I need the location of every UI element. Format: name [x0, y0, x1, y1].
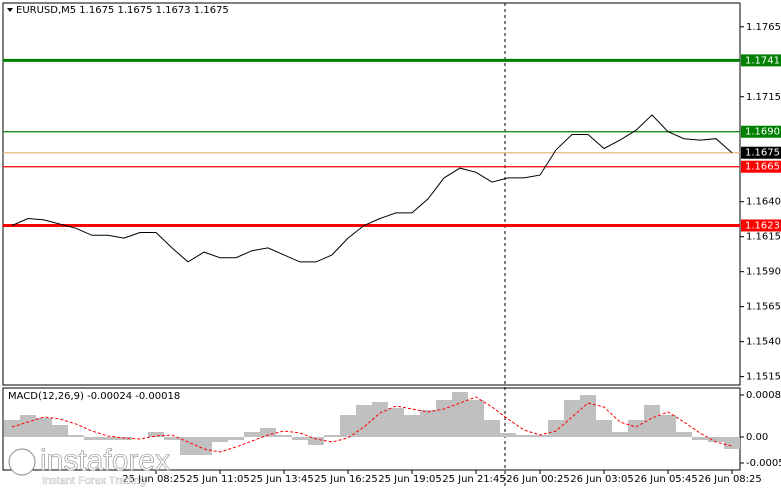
histogram-bar	[724, 437, 740, 449]
level-label-box	[741, 54, 781, 67]
histogram-bar	[500, 433, 516, 437]
histogram-bar	[148, 432, 164, 437]
y-tick-label: 0.00084	[746, 390, 781, 401]
histogram-bar	[452, 392, 468, 437]
histogram-bar	[164, 437, 180, 440]
histogram-bar	[484, 420, 500, 437]
histogram-bar	[388, 408, 404, 437]
histogram-bar	[292, 437, 308, 440]
y-tick-label: 1.1715	[746, 92, 781, 103]
histogram-bar	[196, 437, 212, 455]
histogram-bar	[100, 437, 116, 440]
histogram-bar	[644, 405, 660, 437]
histogram-bar	[612, 432, 628, 437]
histogram-bar	[628, 420, 644, 437]
x-tick-label: 25 Jun 21:45	[442, 474, 506, 485]
histogram-bar	[244, 432, 260, 437]
histogram-bar	[708, 437, 724, 442]
y-tick-label: 1.1765	[746, 22, 781, 33]
histogram-bar	[52, 425, 68, 437]
histogram-bar	[564, 400, 580, 437]
x-tick-label: 25 Jun 08:25	[122, 474, 186, 485]
level-label: 1.1665	[745, 162, 780, 173]
histogram-bar	[84, 437, 100, 440]
histogram-bar	[308, 437, 324, 445]
histogram-bar	[20, 415, 36, 437]
x-tick-label: 25 Jun 16:25	[314, 474, 378, 485]
y-tick-label: -0.00052	[746, 458, 781, 469]
histogram-bar	[228, 437, 244, 440]
level-label-box	[741, 219, 781, 232]
histogram-bar	[36, 418, 52, 437]
histogram-bar	[676, 432, 692, 437]
y-tick-label: 0.00	[746, 432, 768, 443]
histogram-bar	[532, 435, 548, 437]
histogram-bar	[212, 437, 228, 442]
histogram-bar	[420, 410, 436, 437]
price-line	[11, 114, 733, 263]
level-label: 1.1623	[745, 220, 780, 231]
histogram-bar	[68, 435, 84, 437]
level-label-box	[741, 125, 781, 138]
y-tick-label: 1.1540	[746, 337, 781, 348]
x-tick-label: 25 Jun 19:05	[378, 474, 442, 485]
x-tick-label: 26 Jun 03:05	[570, 474, 634, 485]
x-tick-label: 26 Jun 08:25	[698, 474, 762, 485]
level-label: 1.1690	[745, 127, 780, 138]
watermark-tagline: Instant Forex Trading	[42, 475, 146, 487]
histogram-bar	[324, 435, 340, 437]
watermark: instaforex Instant Forex Trading	[8, 444, 170, 487]
main-panel	[2, 2, 741, 386]
histogram-bar	[404, 415, 420, 437]
histogram-bar	[580, 395, 596, 437]
histogram-bar	[436, 400, 452, 437]
title-arrow	[7, 8, 13, 12]
watermark-brand: instaforex	[40, 444, 170, 477]
signal-line	[11, 396, 733, 453]
histogram-bar	[276, 435, 292, 437]
y-tick-label: 1.1640	[746, 197, 781, 208]
histogram-bar	[516, 435, 532, 437]
histogram-bar	[180, 437, 196, 455]
histogram-bar	[372, 402, 388, 437]
logo	[8, 448, 36, 476]
histogram-bar	[548, 420, 564, 437]
macd-title: MACD(12,26,9) -0.00024 -0.00018	[8, 391, 180, 402]
y-tick-label: 1.1590	[746, 267, 781, 278]
level-label-box	[741, 160, 781, 173]
level-label-box	[741, 146, 781, 159]
histogram-bar	[356, 405, 372, 437]
y-tick-label: 1.1615	[746, 232, 781, 243]
histogram-bar	[660, 415, 676, 437]
y-tick-label: 1.1515	[746, 372, 781, 383]
histogram-bar	[468, 400, 484, 437]
histogram-bar	[4, 420, 20, 437]
histogram-bar	[692, 437, 708, 440]
x-tick-label: 25 Jun 11:05	[186, 474, 250, 485]
x-tick-label: 26 Jun 00:25	[506, 474, 570, 485]
histogram-bar	[596, 420, 612, 437]
chart-title: EURUSD,M5 1.1675 1.1675 1.1673 1.1675	[16, 5, 229, 16]
histogram-bar	[340, 415, 356, 437]
level-label: 1.1675	[745, 148, 780, 159]
x-tick-label: 25 Jun 13:45	[250, 474, 314, 485]
y-tick-label: 1.1565	[746, 302, 781, 313]
x-tick-label: 26 Jun 05:45	[634, 474, 698, 485]
level-label: 1.1741	[745, 55, 780, 66]
histogram-bar	[260, 428, 276, 437]
